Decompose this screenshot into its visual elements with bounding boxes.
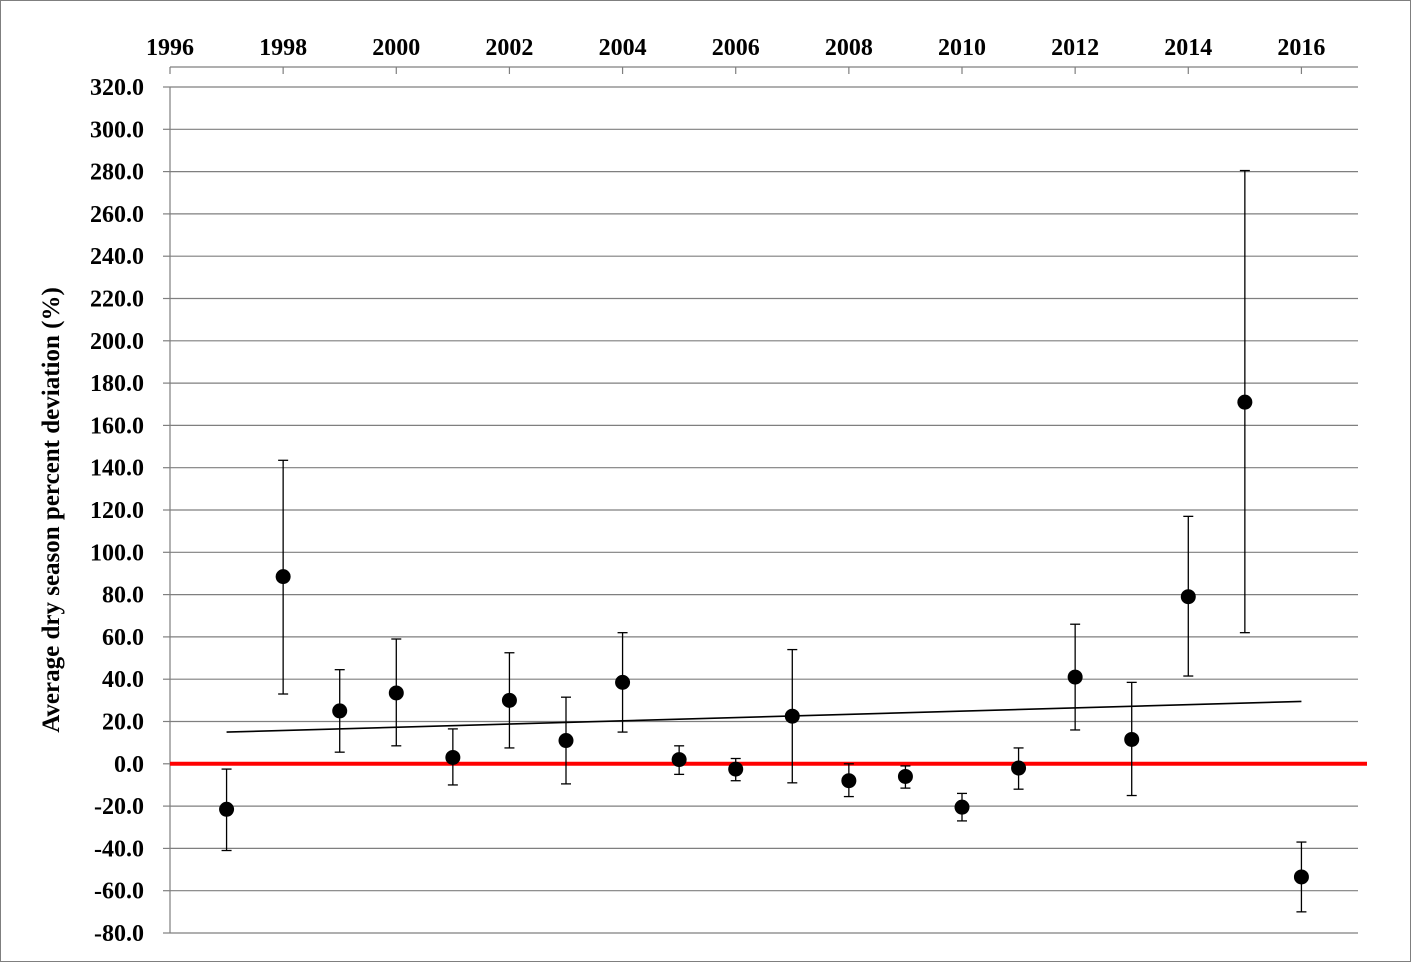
y-tick-label: 220.0 [90, 287, 144, 313]
data-point [501, 692, 517, 708]
data-point [388, 685, 404, 701]
y-tick-label: 140.0 [90, 456, 144, 482]
x-tick-label: 2014 [1164, 35, 1212, 61]
x-tick-label: 2002 [485, 35, 533, 61]
y-tick-label: 120.0 [90, 498, 144, 524]
data-point [1124, 731, 1140, 747]
x-tick-label: 2006 [712, 35, 760, 61]
data-point [1237, 394, 1253, 410]
x-tick-label: 1996 [146, 35, 194, 61]
y-axis-title: Average dry season percent deviation (%) [38, 287, 65, 733]
data-point [615, 674, 631, 690]
x-tick-label: 2000 [372, 35, 420, 61]
x-tick-label: 2010 [938, 35, 986, 61]
data-point [1011, 760, 1027, 776]
gridlines [170, 86, 1358, 934]
data-point [1067, 669, 1083, 685]
data-point [1180, 589, 1196, 605]
x-tick-label: 2016 [1277, 35, 1325, 61]
data-point [445, 749, 461, 765]
y-tick-label: 80.0 [102, 583, 144, 609]
y-tick-label: -60.0 [94, 879, 144, 905]
y-tick-label: -20.0 [94, 794, 144, 820]
data-point [841, 773, 857, 789]
y-tick-label: -40.0 [94, 836, 144, 862]
data-point [558, 733, 574, 749]
x-tick-label: 2004 [599, 35, 647, 61]
data-point [728, 761, 744, 777]
y-tick-label: 200.0 [90, 329, 144, 355]
y-tick-label: 0.0 [114, 752, 144, 778]
y-tick-label: 300.0 [90, 117, 144, 143]
y-tick-labels: -80.0 -60.0 -40.0 -20.0 0.0 20.0 40.0 60.0 80.0 1… [90, 75, 144, 947]
y-tick-label: 280.0 [90, 160, 144, 186]
y-tick-label: -80.0 [94, 921, 144, 947]
y-tick-label: 260.0 [90, 202, 144, 228]
linear-trendline [226, 700, 1302, 733]
x-tick-label: 2012 [1051, 35, 1099, 61]
data-point [671, 752, 687, 768]
data-point [275, 569, 291, 585]
x-tick-labels: 1996 1998 2000 2002 2004 2006 2008 2010 2012 2014… [146, 35, 1325, 61]
data-point [897, 768, 913, 784]
x-tick-label: 1998 [259, 35, 307, 61]
y-tick-label: 60.0 [102, 625, 144, 651]
y-tick-label: 40.0 [102, 667, 144, 693]
error-bars [221, 169, 1307, 913]
data-point [784, 708, 800, 724]
y-tick-label: 180.0 [90, 371, 144, 397]
data-point [332, 703, 348, 719]
y-tick-label: 100.0 [90, 540, 144, 566]
data-points [219, 394, 1309, 885]
y-tick-label: 320.0 [90, 75, 144, 101]
y-tick-label: 160.0 [90, 413, 144, 439]
axes [163, 66, 1358, 934]
data-point [1293, 869, 1309, 885]
y-tick-label: 20.0 [102, 710, 144, 736]
x-tick-label: 2008 [825, 35, 873, 61]
data-point [954, 799, 970, 815]
trendline-layer [226, 700, 1302, 733]
y-tick-label: 240.0 [90, 244, 144, 270]
data-point [219, 801, 235, 817]
